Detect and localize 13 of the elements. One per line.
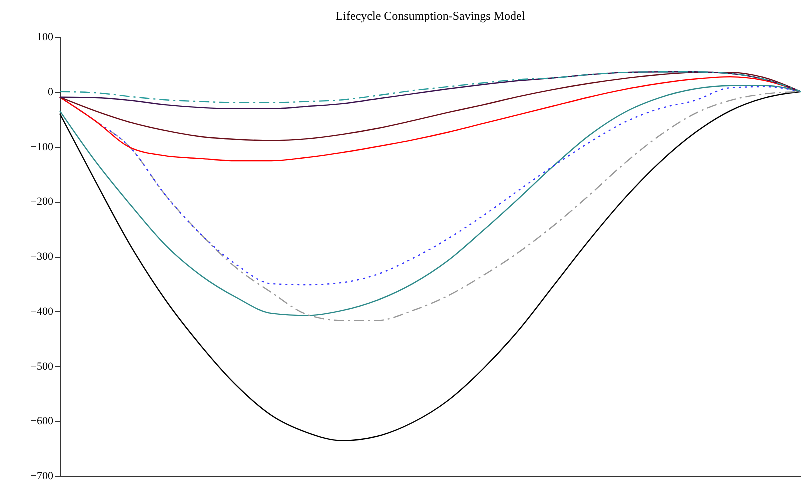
y-tick-label: 100 (37, 32, 54, 44)
y-tick-label: −300 (30, 251, 54, 263)
line-series (59, 72, 802, 104)
y-tick-label: −400 (30, 306, 54, 318)
y-tick-label: −100 (30, 141, 54, 154)
y-tick-label: −600 (30, 416, 54, 428)
line-series (59, 72, 802, 142)
y-tick-label: −700 (30, 470, 54, 482)
chart-title: Lifecycle Consumption-Savings Model (336, 9, 526, 23)
y-tick-label: −500 (30, 360, 54, 373)
y-tick-label: −200 (30, 196, 54, 208)
y-tick-label: 0 (48, 86, 54, 98)
line-series (59, 91, 802, 442)
